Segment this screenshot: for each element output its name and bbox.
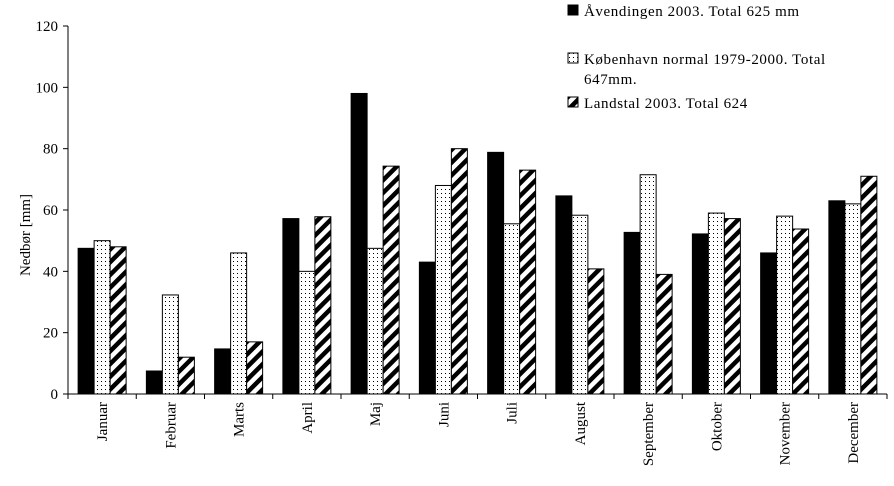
x-axis [67,393,888,399]
bar-2-august [571,214,589,395]
category-label: Februar [163,402,179,449]
y-tick-label: 120 [36,19,59,35]
category-label: Juni [436,402,452,427]
bar-1-december [828,200,846,395]
category-label: Marts [232,402,248,437]
category-label: September [641,402,657,466]
bar-3-september [655,273,673,395]
category-label: Juli [505,402,521,424]
bar-2-juli [503,223,521,395]
category-label: April [300,402,316,434]
legend-label: København normal 1979-2000. Total [584,52,826,68]
bar-1-september [623,231,641,395]
category-label: Maj [368,402,384,426]
bar-1-januar [77,247,95,395]
bars [77,92,878,395]
category-label: November [778,402,794,465]
category-label: December [846,402,862,464]
bar-1-marts [214,348,232,395]
category-label: August [573,401,589,445]
bar-2-september [639,174,657,395]
bar-2-april [298,270,316,395]
y-axis: 0 20 40 60 80 100 120 [36,19,69,403]
bar-2-maj [366,247,384,395]
bar-1-maj [350,92,368,395]
y-tick-label: 100 [36,80,59,96]
category-label: Januar [95,402,111,441]
y-tick-label: 0 [51,387,59,403]
y-axis-label: Nedbør [mm] [18,194,34,276]
legend-swatch [567,96,579,108]
bar-3-april [314,216,332,395]
legend-label: Åvendingen 2003. Total 625 mm [584,4,800,20]
bar-2-november [776,215,794,395]
legend-label: 647mm. [584,72,637,88]
bar-3-august [587,268,605,395]
bar-3-november [792,228,810,395]
category-label: Oktober [709,402,725,451]
bar-3-januar [109,246,127,395]
y-tick-label: 80 [43,142,58,158]
y-tick-label: 40 [43,264,58,280]
legend-label: Landstal 2003. Total 624 [584,96,748,112]
y-tick-label: 20 [43,326,58,342]
bar-3-juni [450,148,468,395]
bar-1-februar [145,370,163,395]
bar-3-maj [382,165,400,395]
bar-3-oktober [723,218,741,395]
bar-2-oktober [707,212,725,395]
legend: Åvendingen 2003. Total 625 mm København n… [567,4,826,112]
bar-2-december [844,203,862,395]
bar-3-juli [519,169,537,395]
bar-1-juli [487,151,505,395]
y-tick-label: 60 [43,203,58,219]
bar-3-december [860,175,878,395]
bar-2-januar [93,240,111,395]
bar-1-april [282,218,300,395]
category-labels: Januar Februar Marts April Maj Juni Juli August… [95,401,862,466]
bar-2-juni [434,184,452,395]
bar-3-marts [246,341,264,395]
bar-1-juni [418,261,436,395]
bar-2-marts [230,252,248,395]
legend-swatch [567,4,579,16]
bar-1-november [760,252,778,395]
bar-3-februar [177,356,195,395]
legend-swatch [567,52,579,64]
bar-2-februar [161,294,179,395]
bar-1-oktober [691,233,709,395]
bar-1-august [555,195,573,395]
